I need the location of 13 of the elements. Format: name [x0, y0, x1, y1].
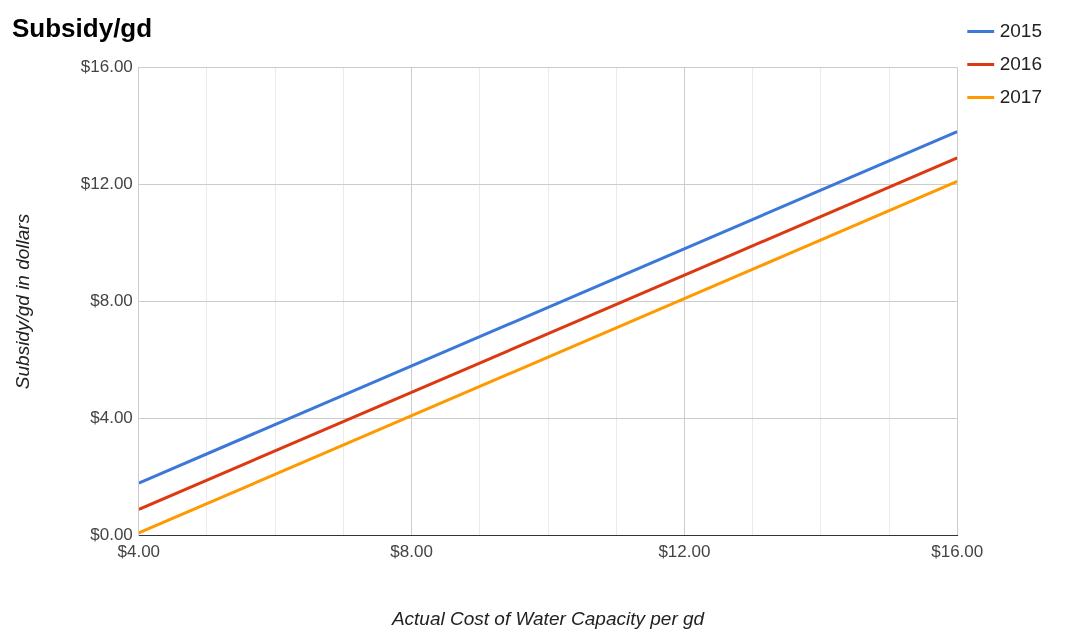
- legend-label: 2017: [999, 85, 1043, 107]
- chart-title: Subsidy/gd: [12, 12, 153, 43]
- x-tick-label: $8.00: [390, 541, 433, 561]
- legend-label: 2015: [999, 19, 1043, 41]
- y-tick-label: $8.00: [90, 291, 133, 311]
- x-tick-label: $16.00: [931, 541, 984, 561]
- x-axis-title: Actual Cost of Water Capacity per gd: [390, 607, 706, 629]
- legend-label: 2016: [999, 52, 1043, 74]
- y-tick-label: $4.00: [90, 408, 133, 428]
- y-axis-title: Subsidy/gd in dollars: [11, 213, 33, 390]
- y-tick-label: $16.00: [80, 56, 133, 76]
- y-tick-label: $12.00: [80, 174, 133, 194]
- x-tick-label: $12.00: [658, 541, 711, 561]
